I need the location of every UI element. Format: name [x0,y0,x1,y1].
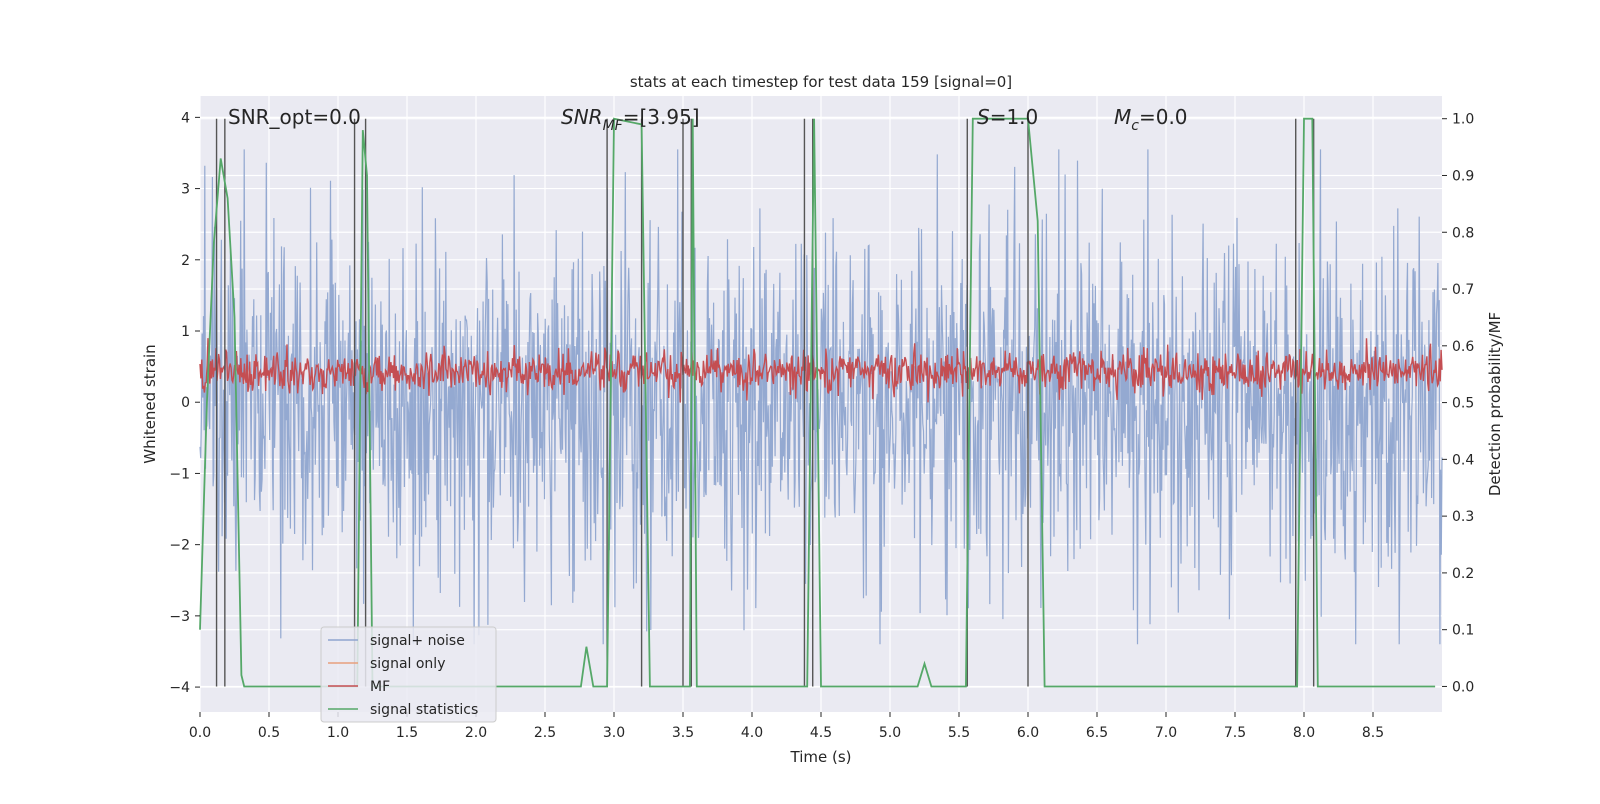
y-right-axis-label: Detection probability/MF [1486,312,1504,496]
x-tick-label: 7.5 [1224,725,1246,741]
y-tick-label: 2 [181,253,190,269]
annotation-snr-mf-main: SNR [561,105,603,129]
y-tick-label: −2 [169,538,190,554]
y-tick-label: 0 [181,395,190,411]
y-ticks: 4 3 2 1 0 −1 −2 −3 −4 [169,110,200,696]
y-right-tick-label: 0.8 [1452,225,1474,241]
y-tick-label: 4 [181,110,190,126]
y-tick-label: 3 [181,182,190,198]
y-right-tick-label: 0.5 [1452,396,1474,412]
y-right-tick-label: 0.3 [1452,509,1474,525]
x-tick-label: 6.0 [1017,725,1039,741]
x-tick-label: 3.0 [603,725,625,741]
y-right-tick-label: 0.0 [1452,679,1474,695]
legend-label-signal-statistics: signal statistics [370,702,478,718]
y-right-tick-label: 0.7 [1452,282,1474,298]
x-tick-label: 0.5 [258,725,280,741]
y-right-tick-label: 0.4 [1452,452,1474,468]
x-tick-label: 2.5 [534,725,556,741]
y-right-tick-label: 0.6 [1452,339,1474,355]
x-tick-label: 2.0 [465,725,487,741]
legend: signal+ noise signal only MF signal stat… [321,627,496,722]
legend-label-mf: MF [370,679,390,695]
y-right-tick-label: 0.9 [1452,168,1474,184]
x-tick-label: 5.5 [948,725,970,741]
annotation-s-value: =1.0 [990,105,1039,129]
x-tick-label: 3.5 [672,725,694,741]
annotation-mc-value: =0.0 [1139,105,1188,129]
y-tick-label: −3 [169,609,190,625]
x-tick-label: 8.5 [1362,725,1384,741]
annotation-snr-opt: SNR_opt=0.0 [228,105,361,129]
y-right-tick-label: 1.0 [1452,112,1474,128]
y-right-ticks: 1.0 0.9 0.8 0.7 0.6 0.5 0.4 0.3 0.2 0.1 0.0 [1442,112,1474,696]
x-tick-label: 1.0 [327,725,349,741]
y-tick-label: −1 [169,466,190,482]
x-tick-label: 1.5 [396,725,418,741]
x-tick-label: 6.5 [1086,725,1108,741]
x-axis-label: Time (s) [790,748,852,766]
chart-title: stats at each timestep for test data 159… [630,73,1012,91]
annotation-s: S=1.0 [977,105,1038,129]
x-tick-label: 7.0 [1155,725,1177,741]
y-tick-label: 1 [181,324,190,340]
y-axis-label: Whitened strain [141,344,159,463]
legend-label-signal-noise: signal+ noise [370,633,465,649]
x-tick-label: 0.0 [189,725,211,741]
annotation-mc-main: M [1114,105,1131,129]
legend-label-signal-only: signal only [370,656,445,672]
annotation-snr-mf-sub: MF [603,118,624,134]
annotation-s-main: S [977,105,990,129]
y-right-tick-label: 0.2 [1452,566,1474,582]
x-tick-label: 4.5 [810,725,832,741]
x-tick-label: 8.0 [1293,725,1315,741]
x-tick-label: 4.0 [741,725,763,741]
y-right-tick-label: 0.1 [1452,623,1474,639]
annotation-snr-mf-value: =[3.95] [623,105,700,129]
x-tick-label: 5.0 [879,725,901,741]
y-tick-label: −4 [169,680,190,696]
